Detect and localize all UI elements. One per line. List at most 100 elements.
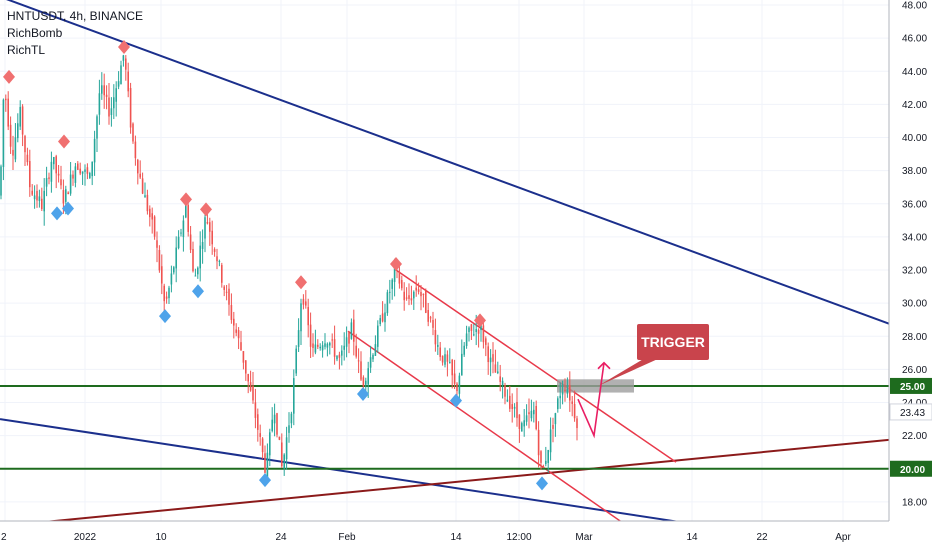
candle-body	[161, 266, 163, 284]
candle-body	[523, 420, 525, 427]
candle-body	[283, 454, 285, 469]
price-label-bg	[890, 377, 932, 394]
candle-body	[38, 196, 41, 202]
candle-body	[362, 377, 365, 387]
candle-body	[319, 346, 321, 349]
trigger-callout-tail	[598, 358, 660, 386]
candle-body	[115, 88, 117, 102]
candle-body	[331, 339, 333, 341]
candle-body	[569, 385, 571, 401]
candle-body	[103, 85, 105, 96]
candle-body	[55, 156, 57, 174]
candle-body	[57, 173, 60, 176]
candle-body	[338, 354, 341, 358]
time-tick-label: 24	[275, 532, 287, 543]
candle-body	[473, 334, 475, 336]
price-tick-label: 48.00	[902, 1, 927, 12]
candle-body	[326, 343, 329, 348]
candle-body	[547, 449, 549, 463]
candle-body	[67, 192, 69, 195]
time-tick-label: 2	[1, 532, 7, 543]
projection-arrow-head	[597, 361, 611, 370]
bottom-marker	[536, 476, 548, 491]
candle-body	[458, 375, 461, 394]
price-tick-label: 38.00	[902, 166, 927, 177]
candle-body	[175, 247, 177, 269]
candle-body	[348, 332, 350, 344]
symbol-title: HNTUSDT, 4h, BINANCE	[7, 9, 144, 23]
trendlines	[0, 0, 932, 527]
candle-body	[360, 361, 362, 380]
candle-body	[449, 361, 451, 363]
candle-body	[144, 195, 146, 198]
candle-body	[537, 429, 540, 456]
candle-body	[530, 410, 533, 419]
candle-body	[554, 413, 557, 425]
candle-body	[422, 293, 425, 296]
indicator-richtl: RichTL	[7, 43, 46, 57]
candle-body	[434, 330, 437, 345]
candle-body	[456, 383, 458, 392]
candle-body	[194, 275, 197, 277]
candle-body	[266, 452, 269, 478]
candle-body	[329, 342, 331, 346]
candle-body	[137, 159, 139, 174]
bottom-marker	[159, 309, 171, 324]
candle-body	[14, 137, 17, 160]
candle-body	[281, 442, 283, 467]
candle-body	[312, 343, 314, 348]
candle-body	[485, 338, 487, 345]
price-tick-label: 34.00	[902, 232, 927, 243]
candle-body	[50, 161, 53, 182]
candle-body	[125, 58, 127, 70]
candle-body	[561, 392, 564, 395]
candle-body	[386, 292, 389, 314]
top-marker	[295, 275, 307, 290]
candle-body	[403, 291, 405, 301]
candle-body	[72, 174, 74, 179]
candle-body	[41, 198, 43, 210]
candle-body	[501, 380, 504, 385]
candle-body	[321, 345, 324, 351]
candle-body	[355, 345, 357, 357]
trendline-channel_lower	[347, 330, 627, 526]
candle-body	[365, 380, 367, 385]
candle-body	[19, 106, 21, 127]
candle-body	[300, 303, 302, 332]
candle-body	[401, 279, 403, 289]
top-marker	[3, 69, 15, 84]
price-label-bg	[889, 403, 932, 421]
candle-body	[367, 368, 369, 385]
time-tick-label: Mar	[575, 532, 593, 543]
candle-body	[96, 116, 98, 139]
candle-body	[206, 222, 209, 224]
candle-body	[446, 354, 449, 362]
time-tick-label: 22	[756, 532, 768, 543]
candle-body	[5, 98, 7, 101]
candle-body	[129, 88, 132, 128]
candle-body	[230, 305, 233, 320]
candle-body	[273, 414, 276, 424]
candle-body	[533, 409, 535, 415]
candle-body	[187, 205, 189, 232]
candle-body	[77, 163, 79, 170]
candle-body	[43, 190, 45, 212]
candle-body	[235, 329, 237, 333]
candle-body	[62, 190, 65, 204]
candle-body	[182, 220, 185, 238]
candle-body	[180, 232, 182, 234]
candle-body	[516, 402, 518, 419]
candle-body	[468, 327, 470, 333]
candle-body	[254, 402, 257, 418]
top-marker	[58, 134, 70, 149]
candle-body	[463, 345, 465, 355]
price-tick-label: 32.00	[902, 266, 927, 277]
candle-body	[237, 330, 240, 339]
time-axis-bg	[0, 521, 932, 550]
candle-body	[393, 268, 396, 282]
candle-body	[158, 250, 161, 271]
candle-body	[566, 389, 569, 394]
bottom-marker	[450, 393, 462, 408]
candle-body	[379, 318, 381, 325]
